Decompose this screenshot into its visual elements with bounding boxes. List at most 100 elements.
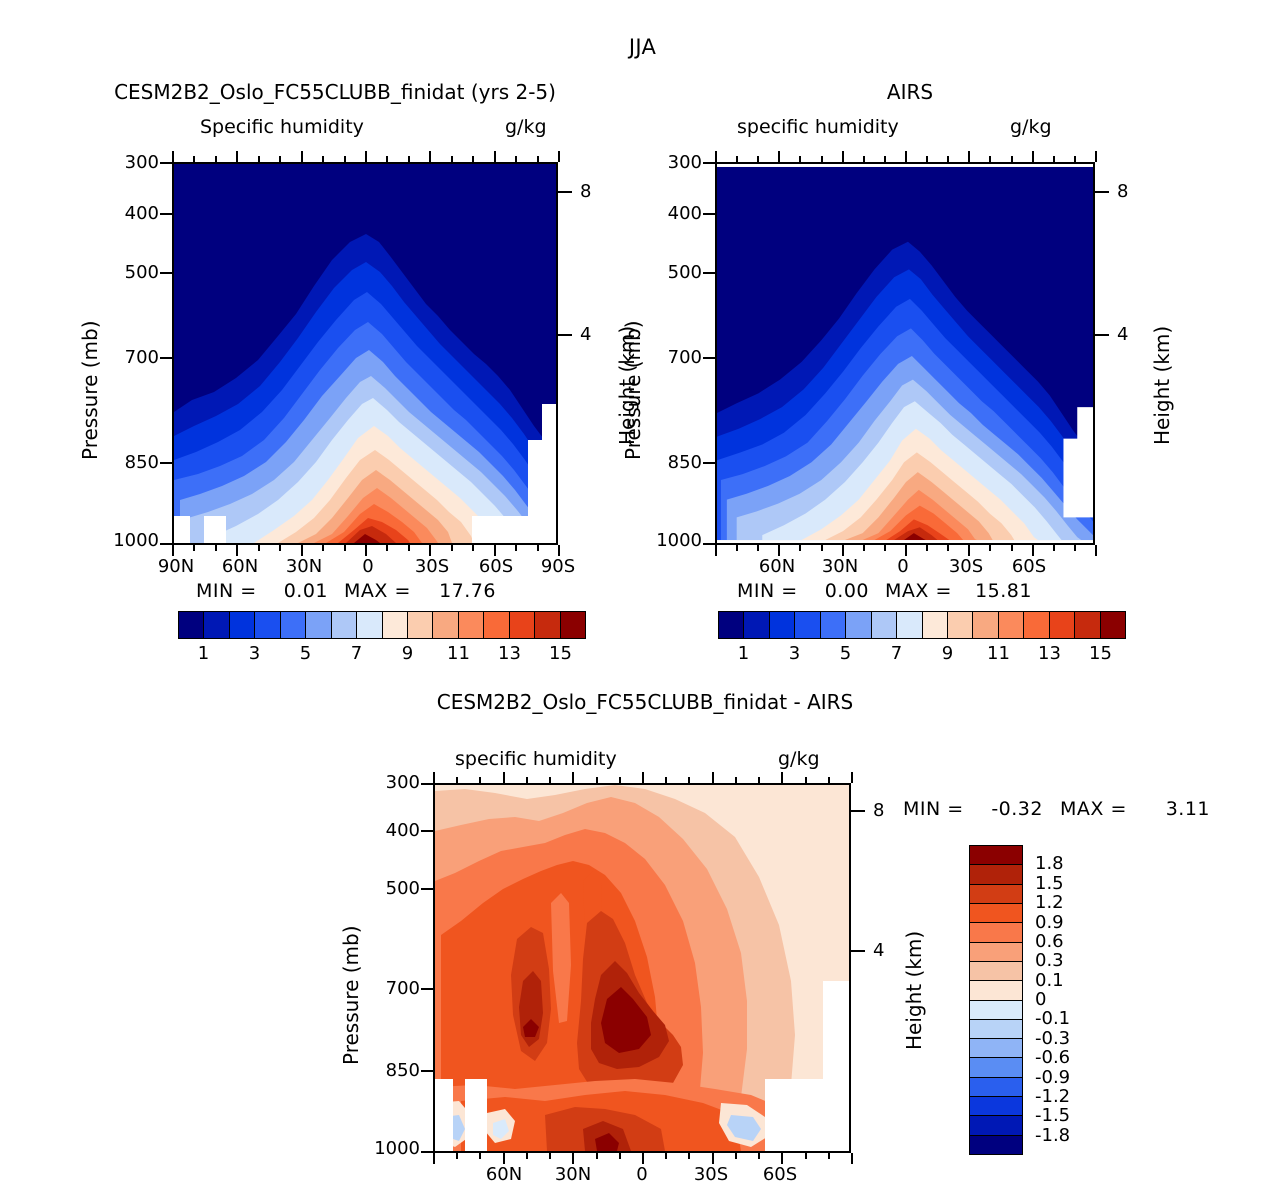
colorbar-tick-label: 5 (299, 643, 312, 664)
xtick-label: 30N (554, 1164, 592, 1185)
colorbar-cell (970, 1077, 1022, 1098)
colorbar-labels-model: 1 3 5 7 9 11 13 15 (178, 643, 586, 667)
ytick-label: 500 (385, 878, 420, 899)
xtick-label: 0 (636, 1164, 648, 1185)
colorbar-cell (1049, 612, 1076, 638)
colorbar-cell (970, 1135, 1022, 1154)
height-tick-label: 8 (1117, 181, 1129, 202)
colorbar-cell (280, 612, 307, 638)
panel-variable-label-model: Specific humidity (200, 116, 364, 138)
colorbar-tick-label: 13 (1038, 643, 1061, 664)
colorbar-cell (1024, 612, 1050, 638)
contour-svg-model (174, 164, 556, 543)
ytick-label: 500 (667, 262, 702, 283)
height-axis-label-diff: Height (km) (902, 930, 926, 1050)
ytick-label: 1000 (374, 1138, 420, 1159)
max-label-model: MAX = (344, 580, 411, 602)
ytick-label: 850 (667, 452, 702, 473)
colorbar-cell (970, 923, 1022, 943)
colorbar-cell (331, 612, 358, 638)
ytick-label: 850 (385, 1060, 420, 1081)
min-value-diff: -0.32 (991, 798, 1043, 820)
yaxis-label-obs: Pressure (mb) (621, 320, 645, 460)
colorbar-tick-label: 0.6 (1035, 930, 1064, 952)
ytick-label: 400 (667, 203, 702, 224)
colorbar-tick-label: 9 (941, 643, 954, 664)
colorbar-tick-label: -0.6 (1035, 1047, 1071, 1069)
colorbar-cell (744, 612, 770, 638)
max-value-diff: 3.11 (1165, 798, 1210, 820)
colorbar-cell (407, 612, 434, 638)
colorbar-cell (998, 612, 1025, 638)
colorbar-cell (484, 612, 510, 638)
xtick-label: 60N (221, 556, 259, 577)
colorbar-cell (970, 846, 1022, 866)
xtick-label: 60N (485, 1164, 523, 1185)
panel-units-label-obs: g/kg (1010, 116, 1052, 138)
colorbar-difference[interactable] (969, 845, 1023, 1155)
colorbar-cell (970, 1039, 1022, 1059)
colorbar-tick-label: 1.8 (1035, 853, 1064, 875)
colorbar-obs[interactable] (718, 611, 1126, 639)
colorbar-cell (255, 612, 281, 638)
colorbar-tick-label: 0.1 (1035, 969, 1064, 991)
colorbar-tick-label: 3 (248, 643, 261, 664)
height-axis-label-obs: Height (km) (1150, 325, 1174, 445)
colorbar-cell (970, 1019, 1022, 1040)
colorbar-cell (820, 612, 847, 638)
colorbar-model[interactable] (178, 611, 586, 639)
height-tick-label: 4 (873, 940, 885, 961)
colorbar-cell (433, 612, 459, 638)
min-label-diff: MIN = (903, 798, 964, 820)
colorbar-cell (795, 612, 821, 638)
colorbar-tick-label: 0 (1035, 989, 1047, 1010)
contour-plot-diff (433, 783, 851, 1153)
ytick-label: 850 (124, 452, 159, 473)
colorbar-cell (509, 612, 536, 638)
ytick-label: 300 (385, 772, 420, 793)
colorbar-cell (560, 612, 585, 638)
min-value-model: 0.01 (283, 580, 328, 602)
ytick-label: 700 (667, 347, 702, 368)
max-label-obs: MAX = (885, 580, 952, 602)
colorbar-cell (970, 903, 1022, 924)
ytick-label: 300 (124, 152, 159, 173)
min-value-obs: 0.00 (824, 580, 869, 602)
colorbar-cell (204, 612, 230, 638)
colorbar-cell (229, 612, 256, 638)
colorbar-tick-label: 1.5 (1035, 872, 1064, 894)
contour-plot-obs (715, 162, 1095, 545)
xtick-label: 90S (540, 556, 576, 577)
colorbar-tick-label: 13 (498, 643, 521, 664)
ytick-label: 500 (124, 262, 159, 283)
colorbar-tick-label: 7 (890, 643, 903, 664)
colorbar-cell (970, 1000, 1022, 1020)
ytick-label: 700 (385, 978, 420, 999)
yaxis-label-diff: Pressure (mb) (339, 925, 363, 1065)
colorbar-cell (179, 612, 205, 638)
colorbar-cell (973, 612, 999, 638)
colorbar-cell (871, 612, 898, 638)
colorbar-cell (970, 1097, 1022, 1117)
colorbar-tick-label: 11 (447, 643, 470, 664)
colorbar-tick-label: 5 (839, 643, 852, 664)
colorbar-difference-labels: 1.8 1.5 1.2 0.9 0.6 0.3 0.1 0 -0.1 -0.3 -0.6 -0.9 -1… (1031, 845, 1111, 1155)
colorbar-cell (357, 612, 383, 638)
max-value-obs: 15.81 (975, 580, 1032, 602)
colorbar-cell (970, 942, 1022, 962)
colorbar-tick-label: 9 (401, 643, 414, 664)
colorbar-tick-label: -0.3 (1035, 1027, 1071, 1049)
xtick-label: 60S (1011, 556, 1047, 577)
colorbar-tick-label: 1 (737, 643, 750, 664)
panel-variable-label-obs: specific humidity (737, 116, 899, 138)
ytick-label: 700 (124, 347, 159, 368)
yaxis-label-model: Pressure (mb) (78, 320, 102, 460)
ytick-label: 400 (124, 203, 159, 224)
colorbar-tick-label: 1 (197, 643, 210, 664)
height-tick-label: 4 (1117, 324, 1129, 345)
height-tick-label: 8 (873, 800, 885, 821)
xtick-label: 60S (762, 1164, 798, 1185)
colorbar-cell (970, 884, 1022, 904)
xtick-label: 30S (414, 556, 450, 577)
colorbar-tick-label: 0.9 (1035, 911, 1064, 933)
